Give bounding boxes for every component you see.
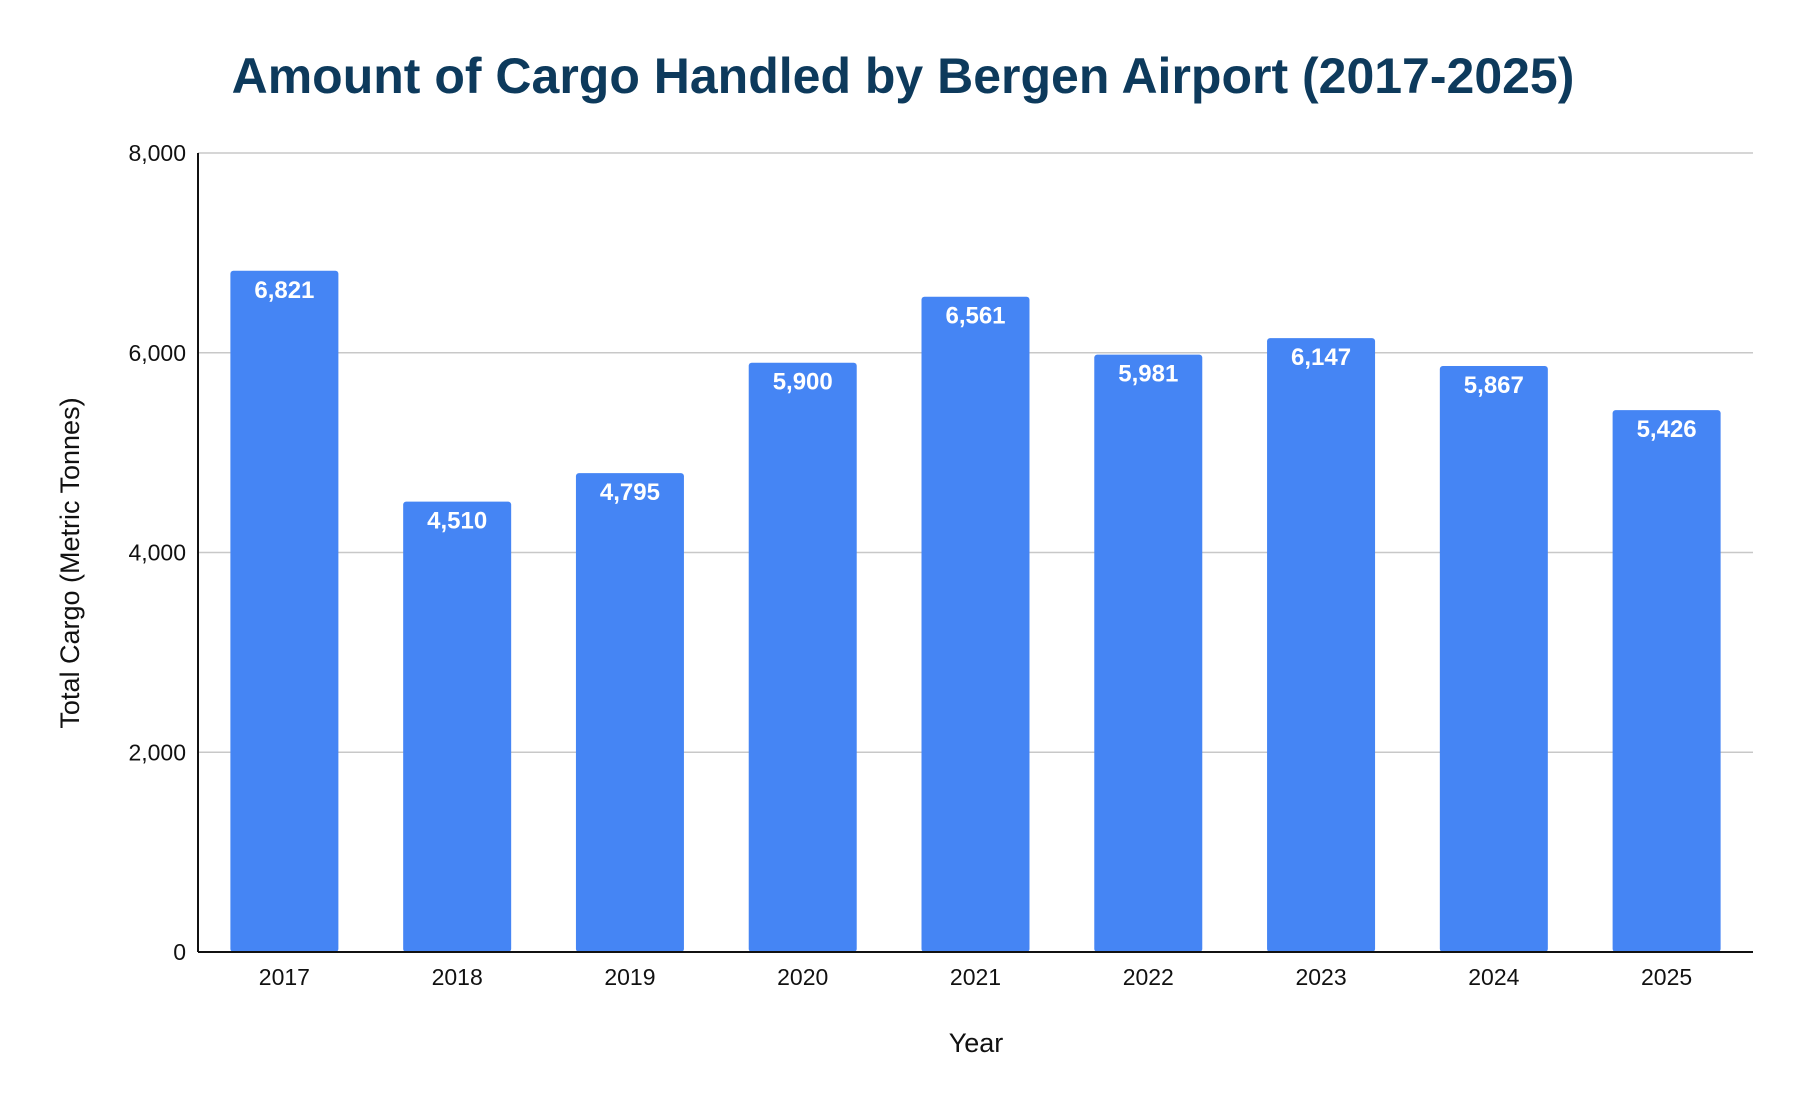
bars [230, 270, 1721, 953]
bar-2019 [575, 473, 684, 952]
y-tick-label: 0 [173, 939, 186, 965]
bar-2023 [1267, 338, 1376, 953]
bar-2017 [230, 270, 339, 952]
x-tick-label-2019: 2019 [604, 964, 655, 990]
data-label-2018: 4,510 [427, 508, 487, 535]
bar-2025 [1612, 410, 1721, 952]
bar-2021 [921, 296, 1030, 953]
x-tick-label-2025: 2025 [1641, 964, 1692, 990]
data-label-2023: 6,147 [1291, 344, 1351, 371]
bar-2024 [1439, 366, 1548, 952]
y-tick-label: 8,000 [128, 140, 186, 166]
x-axis-title: Year [949, 1028, 1004, 1058]
y-tick-label: 4,000 [128, 540, 186, 566]
data-label-2022: 5,981 [1118, 361, 1178, 388]
chart-title: Amount of Cargo Handled by Bergen Airpor… [232, 48, 1575, 104]
x-tick-label-2023: 2023 [1295, 964, 1346, 990]
data-label-2017: 6,821 [254, 277, 314, 304]
bar-2022 [1094, 354, 1203, 953]
data-label-2019: 4,795 [600, 479, 660, 506]
data-label-2020: 5,900 [773, 369, 833, 396]
x-tick-label-2017: 2017 [259, 964, 310, 990]
bar-2018 [403, 501, 512, 952]
data-label-2024: 5,867 [1464, 372, 1524, 399]
x-tick-label-2018: 2018 [432, 964, 483, 990]
data-label-2021: 6,561 [945, 303, 1005, 330]
data-labels: 6,821 4,510 4,795 5,900 6,561 5,981 6,147 5,867… [254, 277, 1696, 535]
data-label-2025: 5,426 [1637, 416, 1697, 443]
x-tick-label-2021: 2021 [950, 964, 1001, 990]
x-tick-label-2020: 2020 [777, 964, 828, 990]
y-axis-title: Total Cargo (Metric Tonnes) [55, 397, 85, 728]
y-axis-ticks: 0 2,000 4,000 6,000 8,000 [128, 140, 186, 965]
x-axis-ticks: 2017 2018 2019 2020 2021 2022 2023 2024 2025 [259, 964, 1692, 990]
bar-2020 [748, 362, 857, 952]
y-tick-label: 6,000 [128, 340, 186, 366]
y-tick-label: 2,000 [128, 739, 186, 765]
x-tick-label-2024: 2024 [1468, 964, 1519, 990]
x-tick-label-2022: 2022 [1123, 964, 1174, 990]
